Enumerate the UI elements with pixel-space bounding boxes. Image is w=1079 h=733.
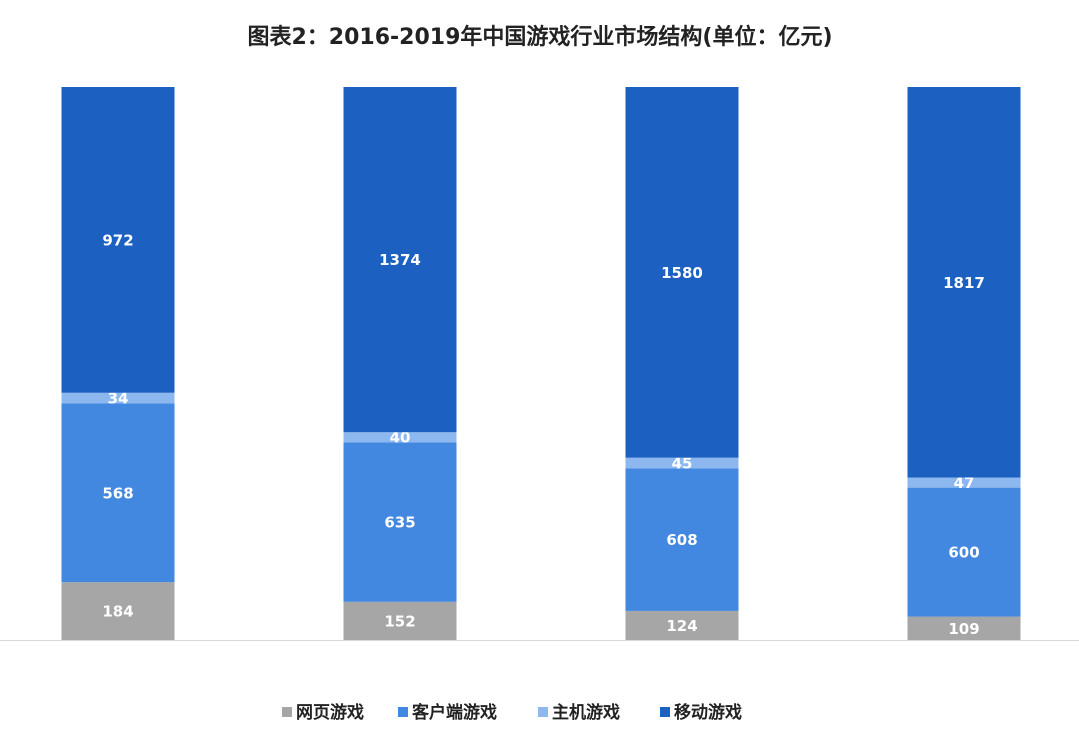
legend-marker <box>538 707 548 717</box>
bar-segment <box>907 487 1021 617</box>
chart-title: 图表2：2016-2019年中国游戏行业市场结构(单位：亿元) <box>247 24 832 50</box>
bar-segment <box>343 601 457 640</box>
bar-segment <box>343 87 457 433</box>
value-label: 635 <box>384 514 415 532</box>
value-label: 40 <box>390 429 411 447</box>
bar-segment <box>625 610 739 640</box>
value-label: 1580 <box>661 264 703 282</box>
bar-segment <box>61 392 175 404</box>
bar-segment <box>61 582 175 640</box>
legend-marker <box>660 707 670 717</box>
value-label: 1817 <box>943 274 985 292</box>
value-label: 568 <box>102 484 133 502</box>
value-label: 184 <box>102 603 133 621</box>
legend-label: 主机游戏 <box>552 702 620 723</box>
value-label: 109 <box>948 620 979 638</box>
value-label: 124 <box>666 617 697 635</box>
bar-segment <box>343 432 457 443</box>
legend-label: 移动游戏 <box>674 702 742 723</box>
value-label: 45 <box>672 454 693 472</box>
value-label: 152 <box>384 612 415 630</box>
value-label: 600 <box>948 544 979 562</box>
value-label: 972 <box>102 231 133 249</box>
bar-segment <box>907 616 1021 640</box>
value-label: 1374 <box>379 251 421 269</box>
bar-segment <box>343 442 457 602</box>
legend-label: 客户端游戏 <box>411 702 497 723</box>
legend-marker <box>282 707 292 717</box>
bar-segment <box>625 87 739 458</box>
legend-marker <box>398 707 408 717</box>
bar-segment <box>625 468 739 611</box>
legend-label: 网页游戏 <box>296 702 364 723</box>
value-label: 608 <box>666 531 697 549</box>
bar-segment <box>61 87 175 393</box>
bar-segment <box>625 457 739 469</box>
value-label: 34 <box>108 390 129 408</box>
value-label: 47 <box>954 474 975 492</box>
bar-segment <box>907 477 1021 488</box>
bar-segment <box>61 403 175 583</box>
bar-segment <box>907 87 1021 478</box>
